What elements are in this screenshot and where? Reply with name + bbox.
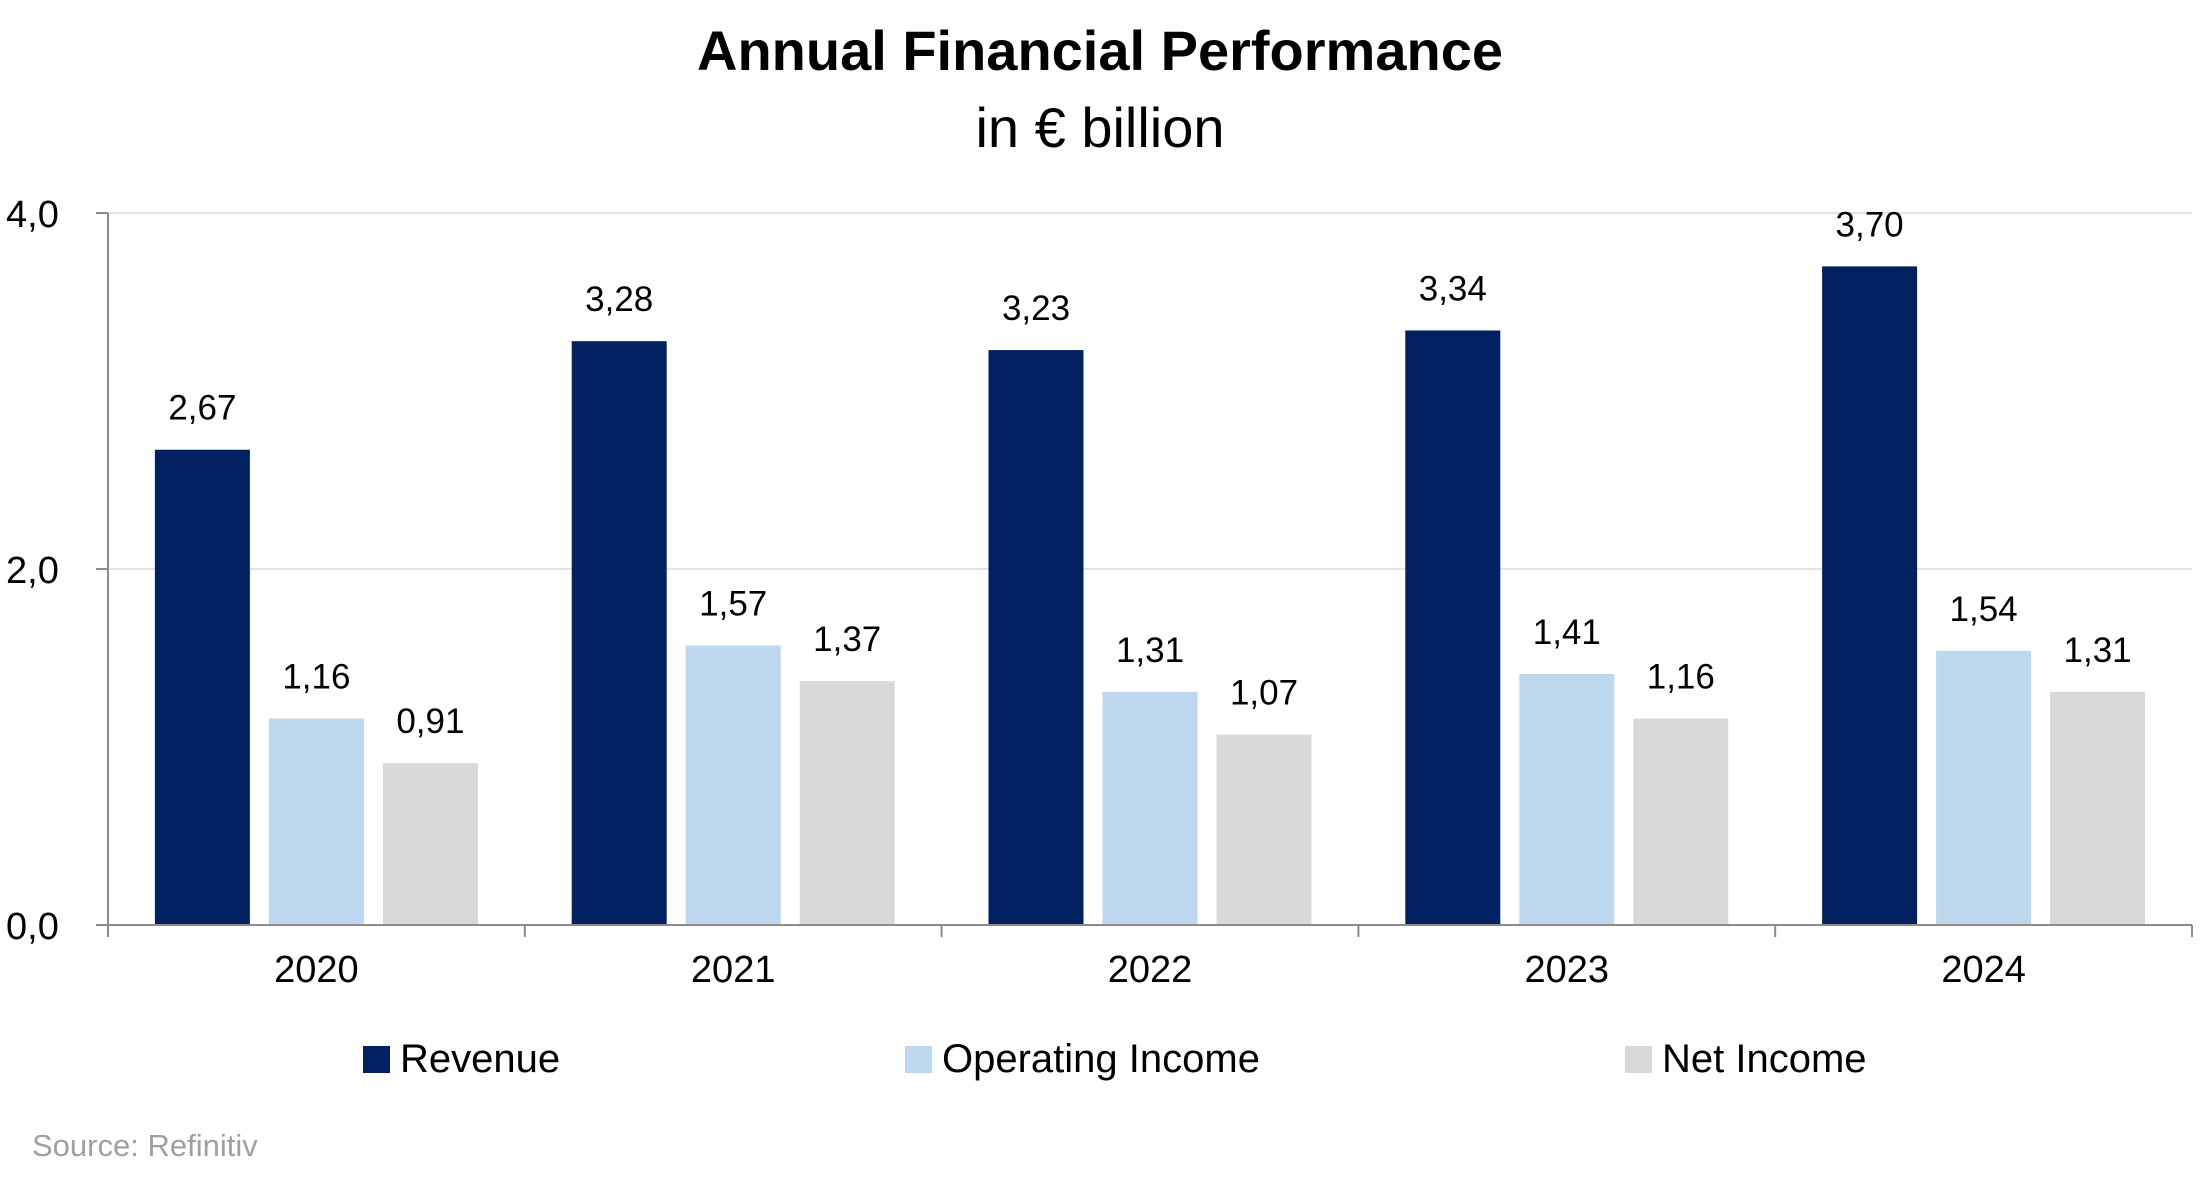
axes: 0,0 2,0 4,0 2020 2021 2022 2023 2024: [6, 194, 2193, 991]
data-label: 3,34: [1419, 269, 1487, 308]
legend-label: Revenue: [400, 1037, 560, 1081]
bar: [268, 718, 364, 925]
data-label: 1,16: [1647, 658, 1715, 697]
bar: [988, 350, 1084, 925]
bar: [1216, 734, 1312, 925]
data-label: 1,37: [813, 620, 881, 659]
bar: [1822, 266, 1918, 925]
x-tick-label: 2023: [1525, 949, 1610, 991]
x-tick-label: 2021: [691, 949, 776, 991]
bar: [2050, 691, 2146, 925]
chart-subtitle: in € billion: [975, 96, 1225, 159]
data-label: 3,28: [585, 280, 653, 319]
legend-swatch: [363, 1046, 390, 1073]
y-tick-label: 0,0: [6, 906, 59, 948]
bar: [382, 763, 478, 925]
data-label: 1,16: [282, 658, 350, 697]
legend-label: Operating Income: [942, 1037, 1260, 1081]
data-label: 3,70: [1836, 205, 1904, 244]
data-label: 1,54: [1950, 590, 2018, 629]
bar: [1936, 650, 2032, 925]
bar: [154, 449, 250, 925]
bars: [154, 266, 2146, 926]
legend: Revenue Operating Income Net Income: [363, 1037, 1867, 1081]
bar: [685, 645, 781, 925]
x-tick-label: 2022: [1108, 949, 1193, 991]
data-label: 1,31: [2064, 631, 2132, 670]
x-tick-label: 2020: [274, 949, 359, 991]
y-tick-label: 4,0: [6, 194, 59, 236]
y-tick-label: 2,0: [6, 550, 59, 592]
bar: [1405, 330, 1501, 926]
legend-swatch: [905, 1046, 932, 1073]
data-label: 1,41: [1533, 613, 1601, 652]
source-note: Source: Refinitiv: [32, 1128, 258, 1163]
data-label: 1,57: [699, 585, 767, 624]
bar: [1519, 674, 1615, 925]
data-label: 1,31: [1116, 631, 1184, 670]
data-label: 0,91: [396, 702, 464, 741]
bar: [799, 681, 895, 925]
data-label: 1,07: [1230, 674, 1298, 713]
bar: [1633, 718, 1729, 925]
legend-swatch: [1625, 1046, 1652, 1073]
bar: [1102, 691, 1198, 925]
data-labels: 2,67 1,16 0,91 3,28 1,57 1,37 3,23 1,31 1,07 3,34…: [168, 205, 2131, 741]
bar: [571, 341, 667, 925]
legend-label: Net Income: [1662, 1037, 1867, 1081]
chart-title: Annual Financial Performance: [697, 19, 1503, 82]
data-label: 2,67: [168, 389, 236, 428]
data-label: 3,23: [1002, 289, 1070, 328]
x-tick-label: 2024: [1941, 949, 2026, 991]
